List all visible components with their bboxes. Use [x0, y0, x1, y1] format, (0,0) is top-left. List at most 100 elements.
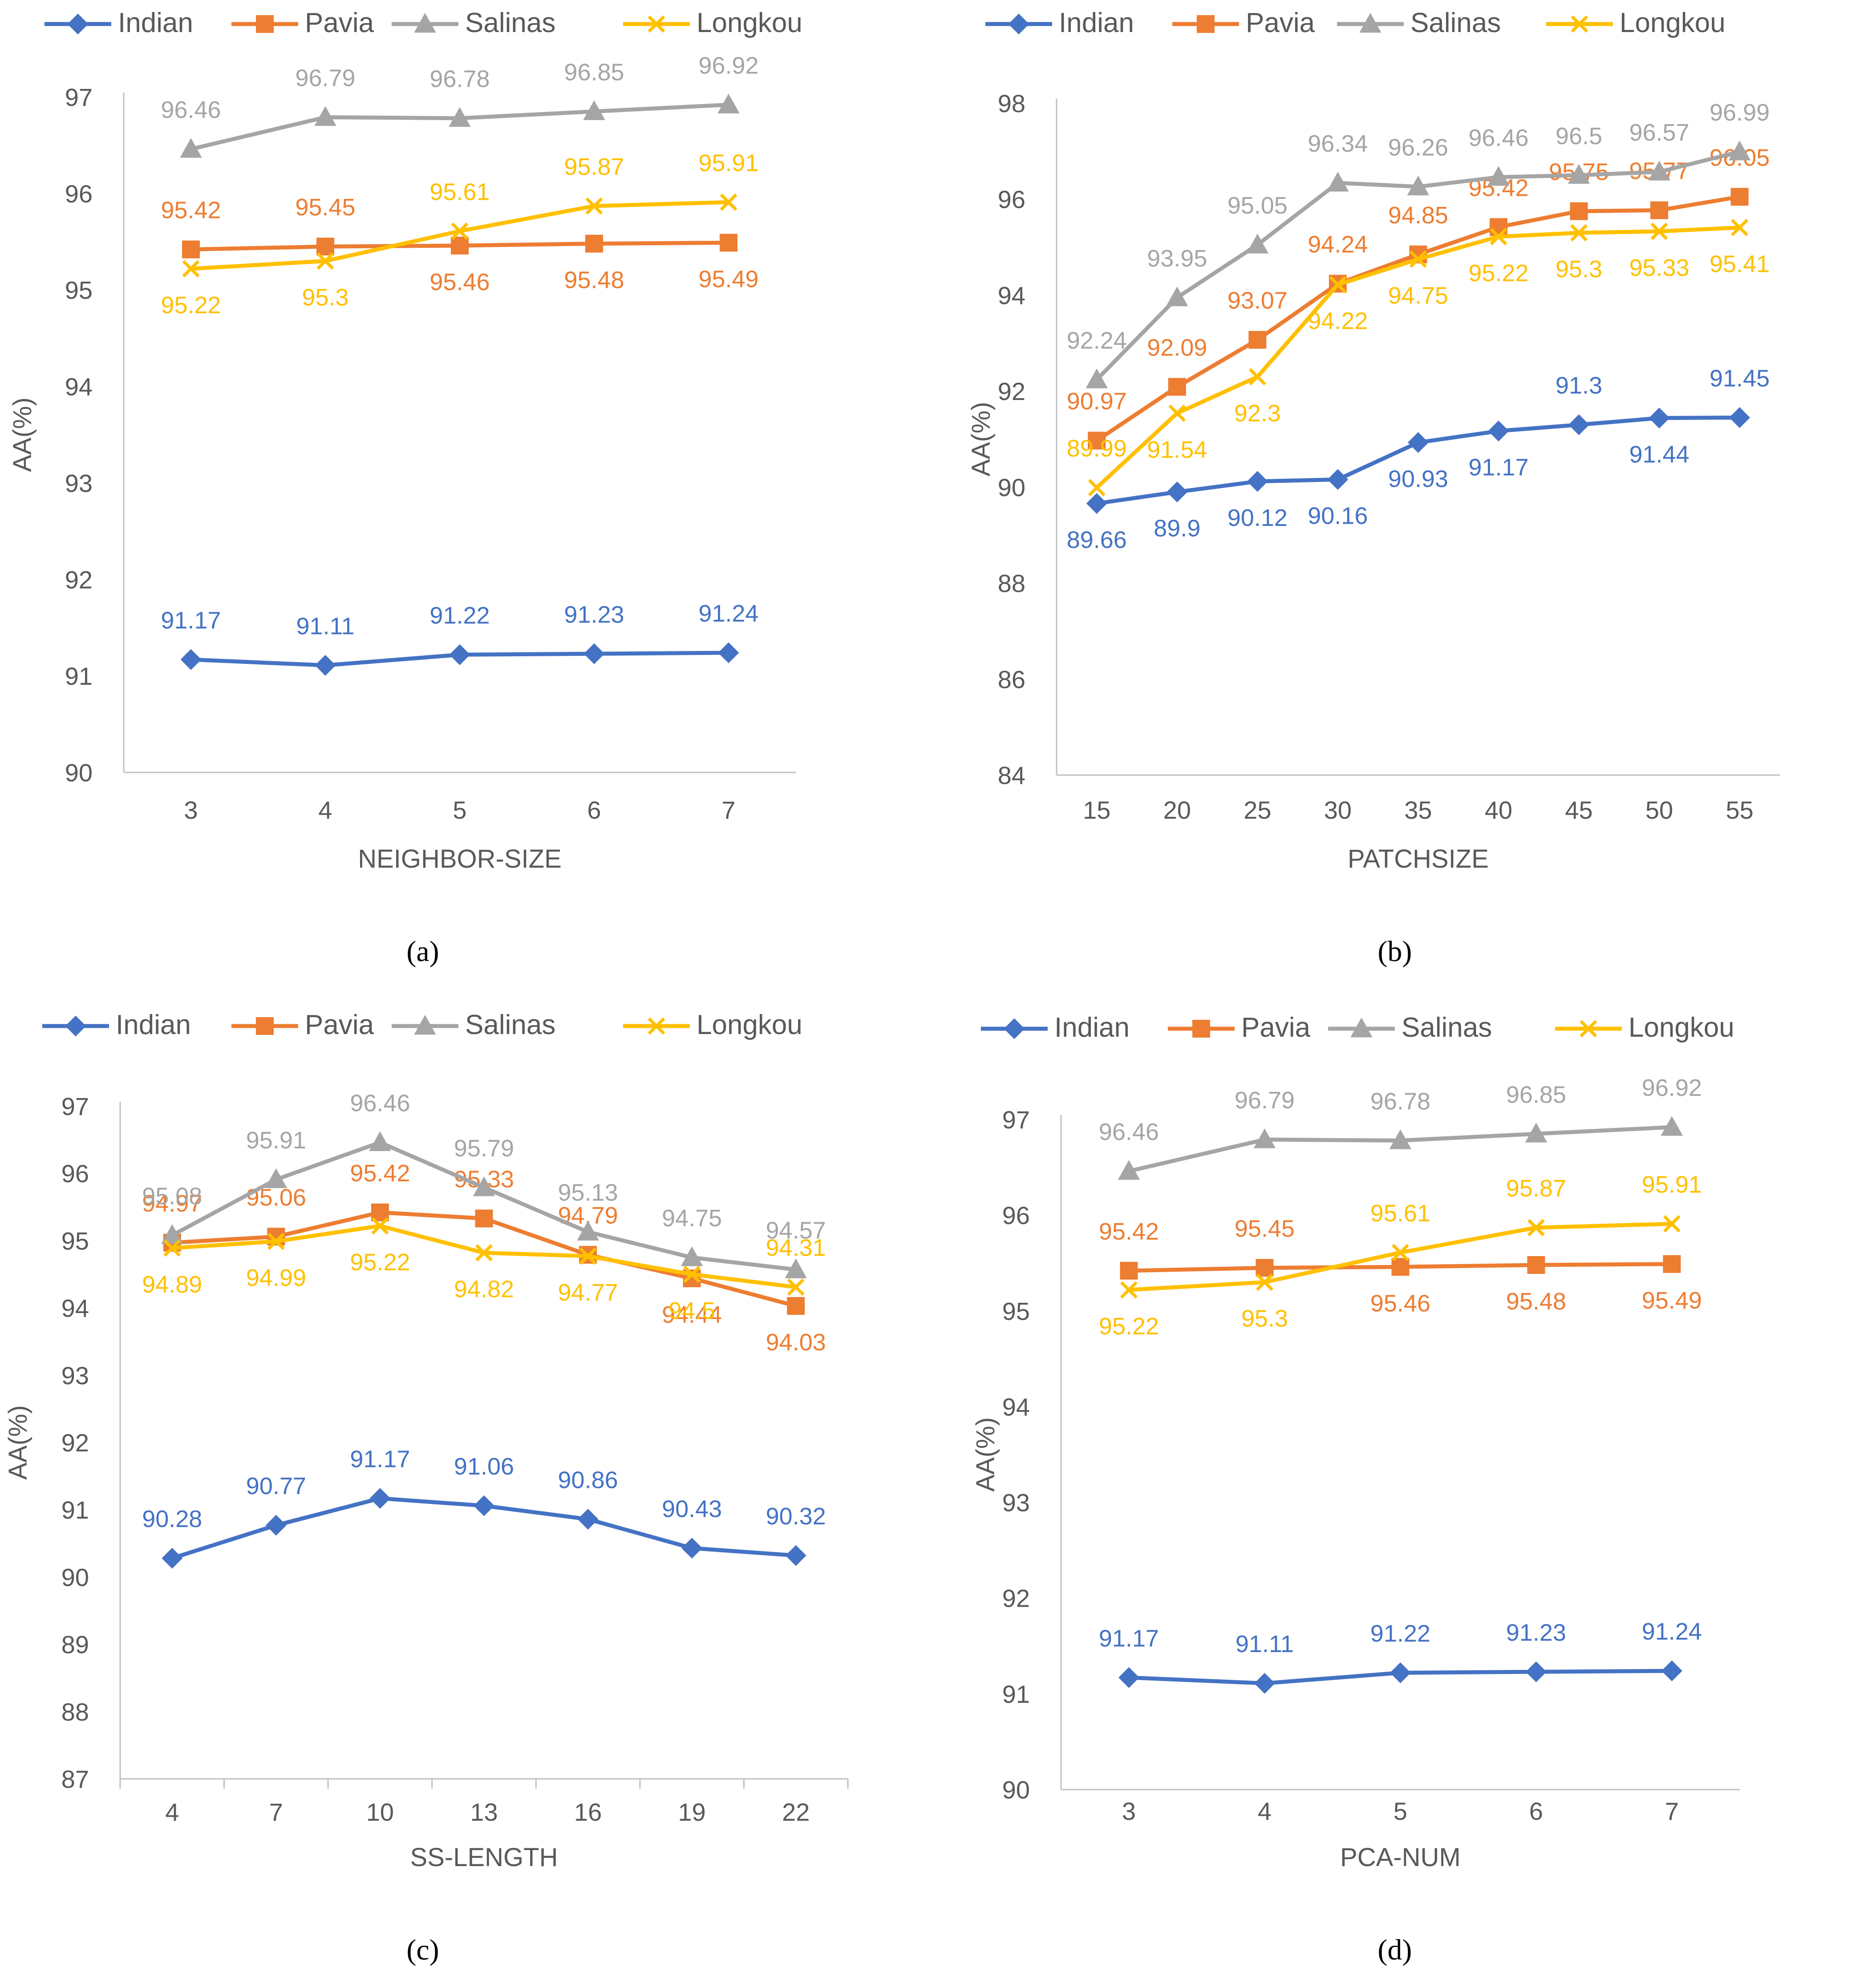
x-tick-label-c: 7	[269, 1798, 283, 1826]
data-point-indian-d	[1254, 1673, 1275, 1694]
y-tick-label-c: 96	[61, 1160, 89, 1188]
data-label-longkou-b: 94.22	[1308, 308, 1368, 335]
data-label-salinas-d: 96.79	[1235, 1087, 1295, 1114]
data-point-longkou-d	[1256, 1273, 1273, 1291]
y-tick-label-b: 96	[998, 186, 1025, 214]
data-point-salinas-c	[473, 1176, 495, 1196]
y-tick-label-a: 94	[65, 373, 93, 401]
data-label-longkou-b: 95.33	[1629, 255, 1689, 281]
data-label-pavia-c: 94.44	[662, 1301, 722, 1328]
data-label-salinas-b: 96.5	[1555, 123, 1602, 150]
data-point-indian-c	[681, 1537, 703, 1559]
legend-marker-salinas	[1359, 12, 1381, 33]
data-label-indian-c: 90.77	[246, 1473, 306, 1499]
data-point-indian-a	[718, 642, 739, 663]
data-label-pavia-b: 94.85	[1388, 202, 1448, 229]
data-label-longkou-b: 94.75	[1388, 283, 1448, 309]
data-label-salinas-b: 96.26	[1388, 134, 1448, 161]
data-label-salinas-a: 96.85	[564, 59, 624, 86]
legend-marker-salinas	[1350, 1017, 1373, 1038]
data-point-longkou-d	[1663, 1215, 1681, 1232]
y-tick-label-d: 91	[1002, 1680, 1030, 1708]
chart-panel-c: 87 88 89 90 91 92 93 94 95 96 97 4 7 10 13 16 19 22 SS-LEN…	[4, 1010, 849, 1966]
data-label-indian-a: 91.24	[698, 600, 758, 627]
legend-label-pavia: Pavia	[305, 8, 374, 38]
x-tick-label-d: 7	[1665, 1797, 1679, 1825]
x-tick-label-d: 4	[1258, 1797, 1272, 1825]
x-tick-label-b: 15	[1083, 796, 1110, 824]
data-point-salinas-c	[680, 1246, 703, 1266]
data-point-indian-c	[785, 1545, 806, 1566]
legend-label-pavia: Pavia	[1241, 1012, 1311, 1043]
data-point-salinas-a	[180, 138, 202, 158]
data-label-salinas-d: 96.78	[1370, 1088, 1430, 1115]
y-axis-title-d: AA(%)	[971, 1417, 1000, 1492]
data-label-indian-b: 90.93	[1388, 466, 1448, 493]
x-tick-label-a: 3	[184, 796, 198, 824]
data-label-pavia-a: 95.48	[564, 267, 624, 294]
data-label-pavia-b: 93.07	[1227, 287, 1288, 314]
data-label-indian-c: 91.06	[454, 1453, 514, 1480]
data-point-longkou-a	[182, 260, 200, 278]
x-tick-label-b: 55	[1726, 796, 1754, 824]
legend-label-indian: Indian	[118, 8, 193, 38]
legend-marker-pavia	[256, 1017, 274, 1035]
y-tick-label-d: 95	[1002, 1297, 1030, 1325]
data-label-longkou-c: 94.77	[558, 1279, 618, 1306]
data-label-pavia-d: 95.48	[1506, 1288, 1566, 1315]
legend-marker-pavia	[256, 15, 274, 33]
data-label-salinas-c: 96.46	[350, 1090, 410, 1117]
data-point-indian-b	[1729, 407, 1750, 428]
data-label-salinas-d: 96.92	[1642, 1075, 1702, 1101]
data-point-longkou-b	[1650, 222, 1668, 240]
legend-label-indian: Indian	[1059, 8, 1134, 38]
x-tick-label-b: 45	[1565, 796, 1592, 824]
data-point-indian-a	[315, 655, 336, 676]
x-tick-label-c: 4	[165, 1798, 179, 1826]
y-axis-title-b: AA(%)	[967, 402, 996, 477]
data-label-indian-a: 91.22	[429, 602, 490, 629]
data-label-salinas-a: 96.92	[698, 52, 758, 79]
legend-label-longkou: Longkou	[697, 1010, 802, 1040]
data-point-pavia-b	[1248, 331, 1267, 349]
data-point-salinas-b	[1407, 175, 1430, 196]
y-tick-label-d: 92	[1002, 1584, 1030, 1612]
chart-panel-b: 84 86 88 90 92 94 96 98 15 20 25 30 35 40 45 50 55 PATCHS…	[967, 8, 1780, 968]
y-tick-label-b: 88	[998, 570, 1025, 598]
y-tick-label-b: 84	[998, 761, 1025, 789]
data-point-indian-b	[1086, 493, 1107, 514]
data-point-pavia-a	[316, 238, 334, 256]
panel-caption-a: (a)	[406, 935, 439, 968]
legend-marker-indian	[65, 1015, 86, 1037]
data-point-indian-d	[1661, 1660, 1682, 1681]
data-label-salinas-d: 96.46	[1099, 1119, 1159, 1145]
data-point-longkou-c	[267, 1232, 285, 1250]
data-point-indian-b	[1568, 414, 1590, 436]
data-point-longkou-a	[720, 193, 737, 211]
data-label-longkou-c: 94.89	[142, 1271, 202, 1298]
data-label-salinas-b: 96.57	[1629, 119, 1689, 146]
legend-marker-pavia	[1197, 15, 1215, 33]
legend-marker-longkou	[1571, 15, 1588, 33]
data-label-longkou-c: 94.31	[766, 1235, 826, 1261]
data-point-salinas-c	[161, 1224, 183, 1244]
series-line-longkou-a	[190, 200, 729, 271]
x-tick-label-d: 6	[1529, 1797, 1543, 1825]
legend-label-indian: Indian	[1054, 1012, 1130, 1043]
y-tick-label-a: 95	[65, 276, 93, 304]
data-label-salinas-a: 96.78	[429, 66, 490, 93]
y-axis-title-a: AA(%)	[8, 397, 37, 472]
data-label-salinas-b: 96.34	[1308, 130, 1368, 157]
y-tick-label-c: 94	[61, 1294, 89, 1322]
data-label-salinas-a: 96.46	[161, 97, 221, 123]
data-label-indian-b: 91.44	[1629, 441, 1689, 468]
data-point-salinas-b	[1166, 286, 1188, 307]
y-tick-label-a: 97	[65, 83, 93, 111]
legend-label-indian: Indian	[116, 1010, 191, 1040]
legend-marker-indian	[1004, 1018, 1025, 1039]
x-tick-label-a: 7	[721, 796, 735, 824]
data-point-pavia-a	[182, 240, 200, 259]
data-point-salinas-b	[1085, 368, 1108, 388]
data-label-pavia-a: 95.46	[429, 269, 490, 295]
data-point-indian-a	[180, 649, 202, 670]
